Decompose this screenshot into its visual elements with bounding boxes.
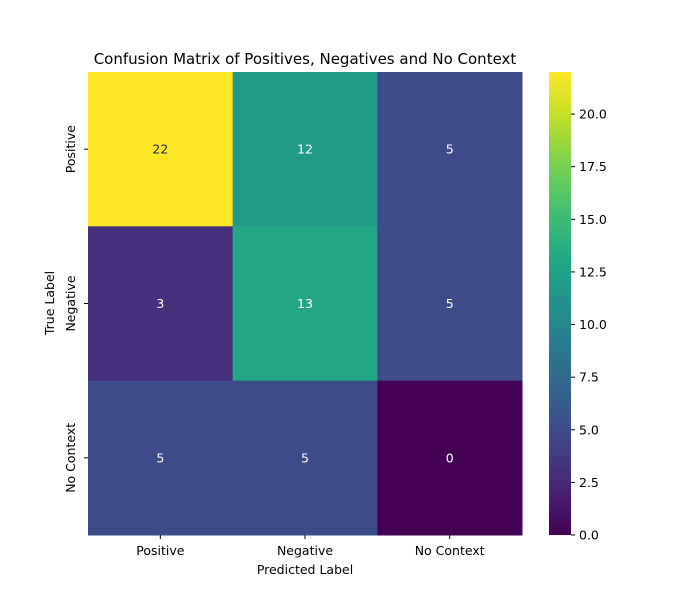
heatmap-cell (88, 380, 234, 536)
colorbar-tick-label: 5.0 (579, 422, 599, 437)
x-tick-label: Negative (277, 543, 333, 558)
cell-value-label: 5 (301, 450, 309, 465)
heatmap-cell (377, 72, 523, 227)
cell-value-label: 12 (297, 142, 313, 157)
heatmap-cells (88, 72, 523, 536)
heatmap-cell (377, 226, 523, 382)
heatmap-cell (232, 380, 378, 536)
colorbar-tick-label: 20.0 (579, 107, 607, 122)
x-axis-ticks: Positive Negative No Context (136, 535, 485, 558)
cell-value-label: 5 (156, 450, 164, 465)
x-axis-label: Predicted Label (257, 562, 353, 577)
colorbar-tick-label: 17.5 (579, 159, 607, 174)
cell-value-label: 0 (446, 450, 454, 465)
colorbar-tick-label: 7.5 (579, 370, 599, 385)
colorbar-tick-label: 0.0 (579, 528, 599, 543)
colorbar-tick-label: 15.0 (579, 212, 607, 227)
chart-title: Confusion Matrix of Positives, Negatives… (94, 50, 517, 68)
colorbar-ticks: 0.0 2.5 5.0 7.5 10.0 12.5 15.0 17.5 20.0 (571, 107, 607, 543)
colorbar-tick-label: 12.5 (579, 264, 607, 279)
x-tick-label: Positive (136, 543, 184, 558)
heatmap-cell (232, 226, 378, 382)
heatmap-cell (377, 380, 523, 536)
x-tick-label: No Context (415, 543, 485, 558)
cell-value-label: 5 (446, 296, 454, 311)
cell-value-label: 5 (446, 142, 454, 157)
heatmap-cell (88, 226, 234, 382)
colorbar-tick-label: 2.5 (579, 475, 599, 490)
cell-value-label: 13 (297, 296, 313, 311)
heatmap-cell (232, 72, 378, 227)
y-tick-label: No Context (63, 423, 78, 493)
y-tick-label: Positive (63, 125, 78, 173)
y-axis-label: True Label (42, 271, 57, 336)
heatmap-cell (88, 72, 234, 227)
cell-value-label: 3 (156, 296, 164, 311)
y-axis-ticks: Positive Negative No Context (63, 125, 88, 493)
cell-value-labels: 22 12 5 3 13 5 5 5 0 (152, 142, 453, 466)
y-tick-label: Negative (63, 275, 78, 331)
colorbar (549, 72, 571, 535)
cell-value-label: 22 (152, 142, 168, 157)
colorbar-tick-label: 10.0 (579, 317, 607, 332)
